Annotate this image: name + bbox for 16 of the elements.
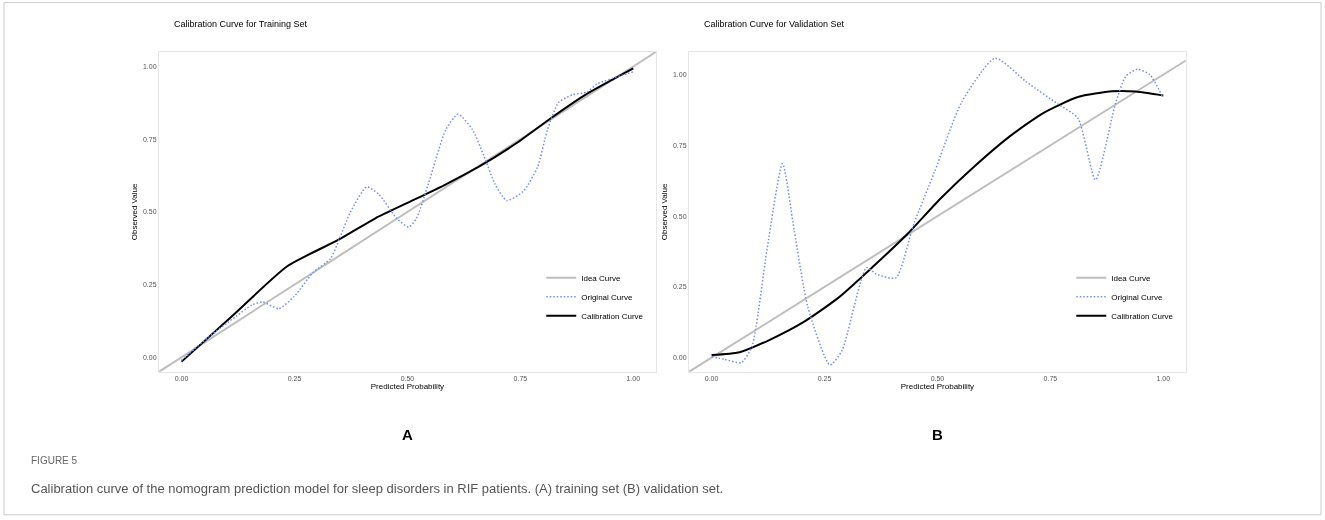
x-axis-title: Predicted Probability [900,382,975,392]
legend-label: Idea Curve [1111,273,1151,283]
legend-label: Calibration Curve [581,311,644,321]
legend-label: Original Curve [581,292,633,302]
chart-title: Calibration Curve for Training Set [174,19,308,29]
x-axis-title: Predicted Probability [370,382,445,392]
y-axis-title: Observed Value [659,182,669,241]
chart-title: Calibration Curve for Validation Set [704,19,845,29]
legend-label: Calibration Curve [1111,311,1174,321]
legend-label: Idea Curve [581,273,621,283]
text: B [932,426,943,443]
y-axis-title: Observed Value [129,182,139,241]
text: Calibration curve of the nomogram prediction model for sleep disorders in RIF patients. (A) training set (B) validation set. [31,481,724,496]
text: A [402,426,413,443]
caption: FIGURE 5 [31,455,78,466]
legend-label: Original Curve [1111,292,1163,302]
